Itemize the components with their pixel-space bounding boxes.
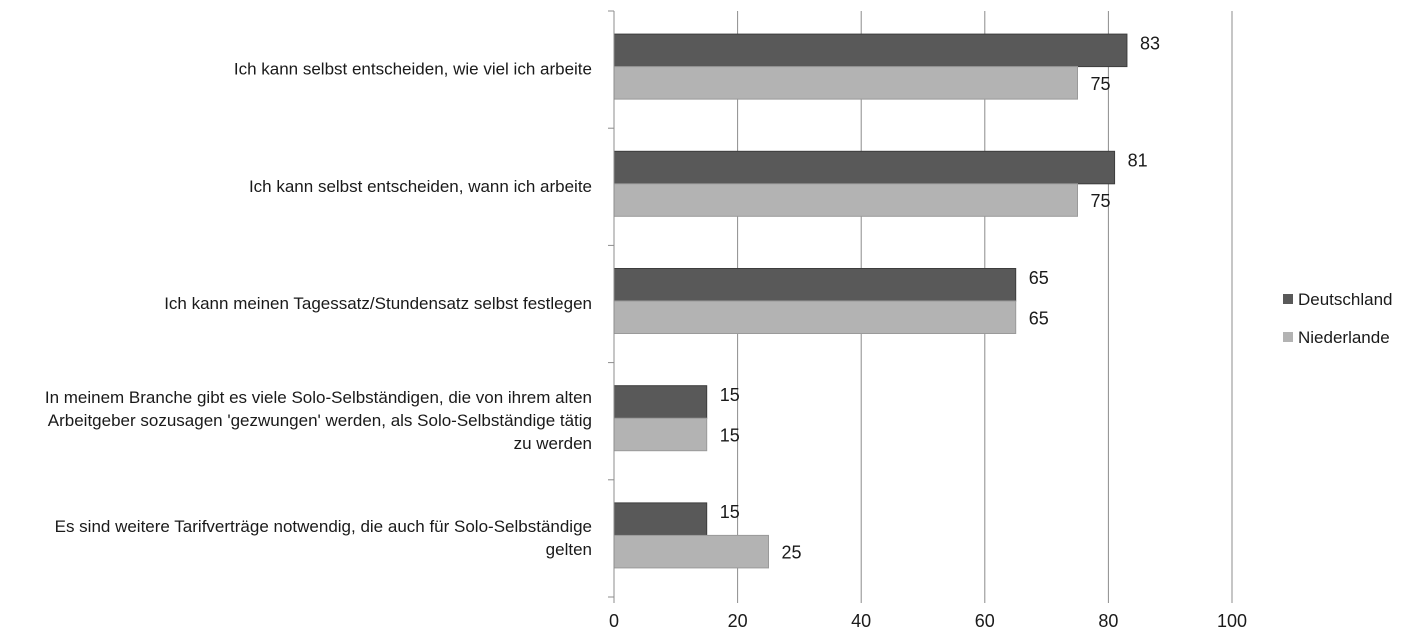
legend-label-deutschland: Deutschland [1298, 290, 1393, 309]
category-label: Ich kann selbst entscheiden, wann ich ar… [249, 177, 592, 196]
category-label: Ich kann meinen Tagessatz/Stundensatz se… [164, 294, 592, 313]
labels: 0 20 40 60 80 100 83 75 Ich kann selbst entschei… [45, 33, 1247, 631]
axes [608, 10, 1233, 603]
data-label: 15 [720, 385, 740, 405]
data-label: 75 [1091, 74, 1111, 94]
legend-swatch-niederlande [1283, 332, 1293, 342]
bar-deutschland [613, 385, 708, 419]
category-label: Arbeitgeber sozusagen 'gezwungen' werden… [48, 411, 592, 430]
x-tick-label: 100 [1217, 611, 1247, 631]
category-label: In meinem Branche gibt es viele Solo-Sel… [45, 388, 592, 407]
bar-deutschland [613, 502, 708, 536]
bar-niederlande [613, 183, 1078, 217]
x-tick-label: 60 [975, 611, 995, 631]
data-label: 75 [1091, 191, 1111, 211]
bar-deutschland [613, 33, 1128, 68]
bar-niederlande [613, 66, 1078, 100]
category-label: zu werden [514, 434, 592, 453]
legend-label-niederlande: Niederlande [1298, 328, 1390, 347]
category-label: gelten [546, 540, 592, 559]
data-label: 25 [782, 543, 802, 563]
bar-niederlande [613, 534, 769, 569]
x-tick-label: 20 [728, 611, 748, 631]
bar-niederlande [613, 417, 708, 452]
x-tick-label: 40 [851, 611, 871, 631]
data-label: 65 [1029, 268, 1049, 288]
bar-deutschland [613, 150, 1116, 185]
data-label: 15 [720, 425, 740, 445]
bars [613, 33, 1128, 569]
x-tick-label: 0 [609, 611, 619, 631]
bar-deutschland [613, 268, 1017, 302]
data-label: 83 [1140, 33, 1160, 53]
legend: Deutschland Niederlande [1283, 290, 1393, 347]
category-label: Ich kann selbst entscheiden, wie viel ic… [234, 60, 592, 79]
legend-swatch-deutschland [1283, 294, 1293, 304]
data-label: 81 [1128, 151, 1148, 171]
data-label: 65 [1029, 308, 1049, 328]
bar-niederlande [613, 300, 1017, 334]
data-label: 15 [720, 502, 740, 522]
category-label: Es sind weitere Tarifverträge notwendig,… [55, 517, 592, 536]
x-tick-label: 80 [1098, 611, 1118, 631]
